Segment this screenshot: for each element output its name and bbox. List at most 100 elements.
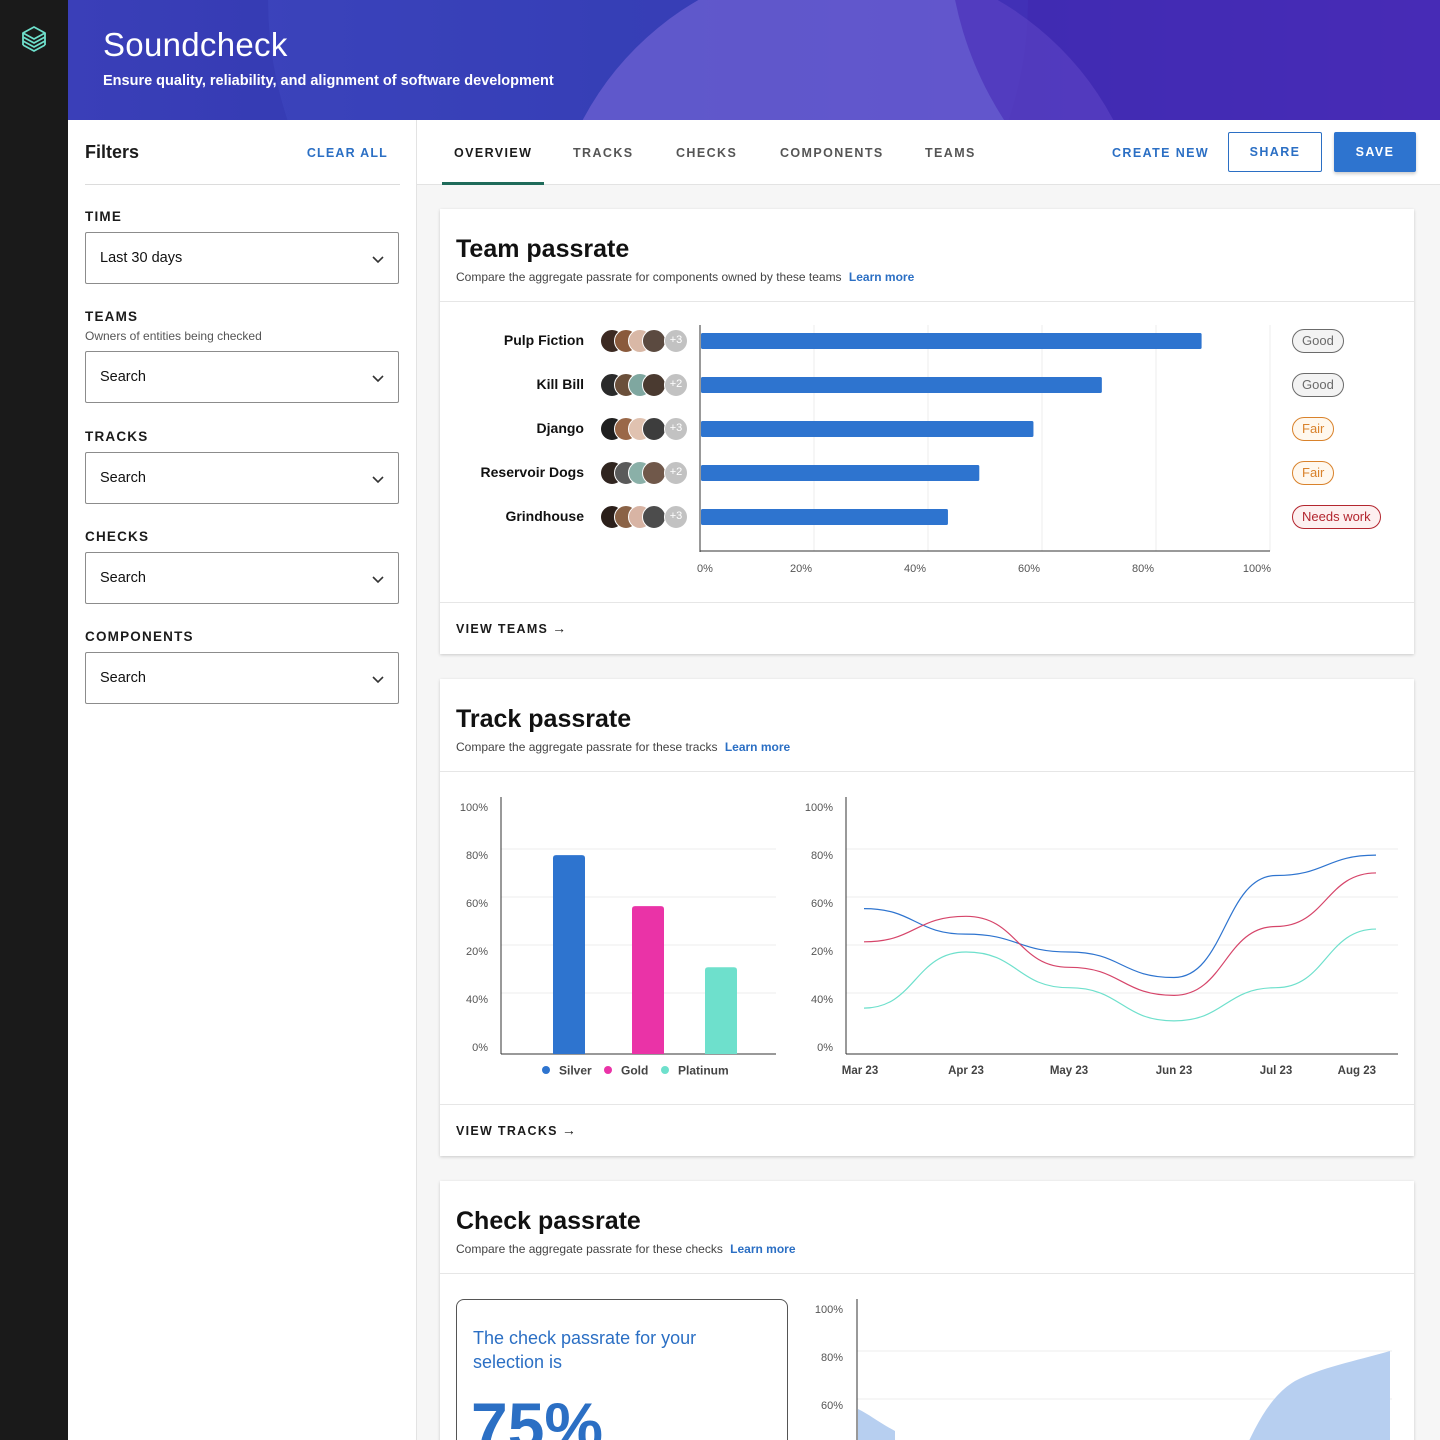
checks-select[interactable]: Search [85, 552, 399, 604]
tick-label: Jun 23 [1156, 1065, 1192, 1077]
check-area-chart: 100% 80% 60% [815, 1299, 1392, 1440]
tick-label: 0% [697, 563, 713, 575]
tick-label: 100% [815, 1304, 843, 1316]
divider [440, 301, 1414, 302]
time-filter: TIME Last 30 days [85, 209, 399, 284]
time-filter-label: TIME [85, 209, 123, 224]
filters-title: Filters [85, 142, 140, 162]
tab-components[interactable]: COMPONENTS [780, 146, 884, 160]
save-button[interactable]: SAVE [1334, 132, 1416, 172]
teams-filter-description: Owners of entities being checked [85, 329, 262, 343]
status-badge: Fair [1292, 417, 1335, 441]
tick-label: 100% [460, 802, 488, 814]
page-title: Soundcheck [103, 26, 288, 63]
tick-label: 80% [1132, 563, 1154, 575]
series-line [863, 872, 1377, 996]
team-name[interactable]: Reservoir Dogs [480, 464, 584, 480]
teams-select[interactable]: Search [85, 351, 399, 403]
time-select[interactable]: Last 30 days [85, 232, 399, 284]
card-title: Team passrate [456, 235, 630, 263]
status-badge: Good [1292, 373, 1344, 397]
arrow-right-icon: → [561, 1122, 576, 1138]
tick-label: 20% [790, 563, 812, 575]
team-passrate-card: Team passrate Compare the aggregate pass… [440, 209, 1414, 654]
filters-header: Filters CLEAR ALL [85, 120, 400, 185]
bar [632, 906, 664, 1054]
tick-label: 60% [1018, 563, 1040, 575]
clear-all-button[interactable]: CLEAR ALL [306, 146, 388, 160]
divider [440, 1104, 1414, 1105]
view-teams-link[interactable]: VIEW TEAMS → [456, 620, 566, 636]
chevron-down-icon [372, 476, 384, 484]
legend-label: Platinum [678, 1064, 729, 1078]
team-name[interactable]: Pulp Fiction [503, 332, 584, 348]
tick-label: 60% [466, 898, 488, 910]
checks-select-value: Search [100, 570, 146, 586]
tick-label: 80% [466, 850, 488, 862]
teams-filter: TEAMS Owners of entities being checked S… [85, 309, 399, 403]
card-description: Compare the aggregate passrate for these… [456, 1242, 796, 1256]
components-filter-label: COMPONENTS [85, 629, 194, 644]
status-badge: Good [1292, 329, 1344, 353]
app-logo-icon[interactable] [20, 24, 48, 56]
team-name[interactable]: Django [536, 420, 584, 436]
view-tracks-label: VIEW TRACKS [456, 1124, 558, 1138]
tab-overview[interactable]: OVERVIEW [441, 120, 545, 185]
divider [440, 1273, 1414, 1274]
bar [701, 465, 980, 481]
legend-label: Silver [559, 1064, 592, 1078]
tracks-select[interactable]: Search [85, 452, 399, 504]
components-select[interactable]: Search [85, 652, 399, 704]
check-passrate-card: Check passrate Compare the aggregate pas… [440, 1181, 1414, 1440]
chevron-down-icon [372, 375, 384, 383]
chevron-down-icon [372, 576, 384, 584]
tick-label: May 23 [1050, 1065, 1088, 1077]
bar [701, 421, 1034, 437]
tab-checks[interactable]: CHECKS [676, 146, 738, 160]
tab-tracks[interactable]: TRACKS [573, 146, 634, 160]
card-description-text: Compare the aggregate passrate for compo… [456, 270, 842, 284]
card-description: Compare the aggregate passrate for compo… [456, 270, 914, 284]
divider [440, 602, 1414, 603]
components-filter: COMPONENTS Search [85, 629, 399, 704]
tick-label: Mar 23 [842, 1065, 878, 1077]
avatar [642, 461, 666, 485]
tick-label: Aug 23 [1338, 1065, 1376, 1077]
learn-more-link[interactable]: Learn more [730, 1242, 796, 1256]
tracks-select-value: Search [100, 470, 146, 486]
time-select-value: Last 30 days [100, 250, 183, 266]
divider [440, 771, 1414, 772]
bar [701, 377, 1102, 393]
tick-label: Jul 23 [1260, 1065, 1293, 1077]
view-tracks-link[interactable]: VIEW TRACKS → [456, 1122, 576, 1138]
teams-select-value: Search [100, 369, 146, 385]
filters-panel: Filters CLEAR ALL TIME Last 30 days TEAM… [68, 120, 417, 1440]
share-button[interactable]: SHARE [1228, 132, 1322, 172]
teams-filter-label: TEAMS [85, 309, 139, 324]
passrate-summary-value: 75% [471, 1389, 604, 1440]
team-name[interactable]: Kill Bill [536, 376, 584, 392]
create-new-button[interactable]: CREATE NEW [1112, 146, 1210, 160]
tick-label: 20% [811, 946, 833, 958]
legend-marker [604, 1066, 612, 1074]
learn-more-link[interactable]: Learn more [724, 740, 791, 754]
tick-label: 80% [811, 850, 833, 862]
chevron-down-icon [372, 676, 384, 684]
card-description-text: Compare the aggregate passrate for these… [456, 1242, 723, 1256]
chevron-down-icon [372, 256, 384, 264]
tick-label: Apr 23 [948, 1065, 984, 1077]
learn-more-link[interactable]: Learn more [848, 270, 915, 284]
tabs-bar: OVERVIEW TRACKS CHECKS COMPONENTS TEAMS … [417, 120, 1440, 185]
area-fill [1249, 1351, 1390, 1440]
tab-teams[interactable]: TEAMS [925, 146, 976, 160]
avatar-more-count: +2 [664, 373, 688, 397]
passrate-summary-text: The check passrate for your selection is [473, 1328, 697, 1372]
legend-marker [661, 1066, 669, 1074]
track-bar-chart: 100% 80% 60% 20% 40% 0% Silver Gold Platinum [460, 797, 776, 1078]
team-avatars: +3 [600, 505, 690, 529]
passrate-summary-box: The check passrate for your selection is… [456, 1299, 788, 1440]
team-name[interactable]: Grindhouse [505, 508, 584, 524]
view-teams-label: VIEW TEAMS [456, 622, 549, 636]
bar [705, 967, 737, 1054]
track-passrate-card: Track passrate Compare the aggregate pas… [440, 679, 1414, 1156]
